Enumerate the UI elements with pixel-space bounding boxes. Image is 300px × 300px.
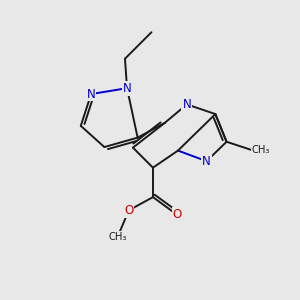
Text: N: N xyxy=(202,155,211,168)
Text: O: O xyxy=(172,208,182,221)
Text: N: N xyxy=(87,88,95,100)
Text: N: N xyxy=(182,98,191,111)
Text: CH₃: CH₃ xyxy=(108,232,127,242)
Text: CH₃: CH₃ xyxy=(252,145,270,155)
Text: N: N xyxy=(123,82,131,95)
Text: O: O xyxy=(124,204,134,217)
